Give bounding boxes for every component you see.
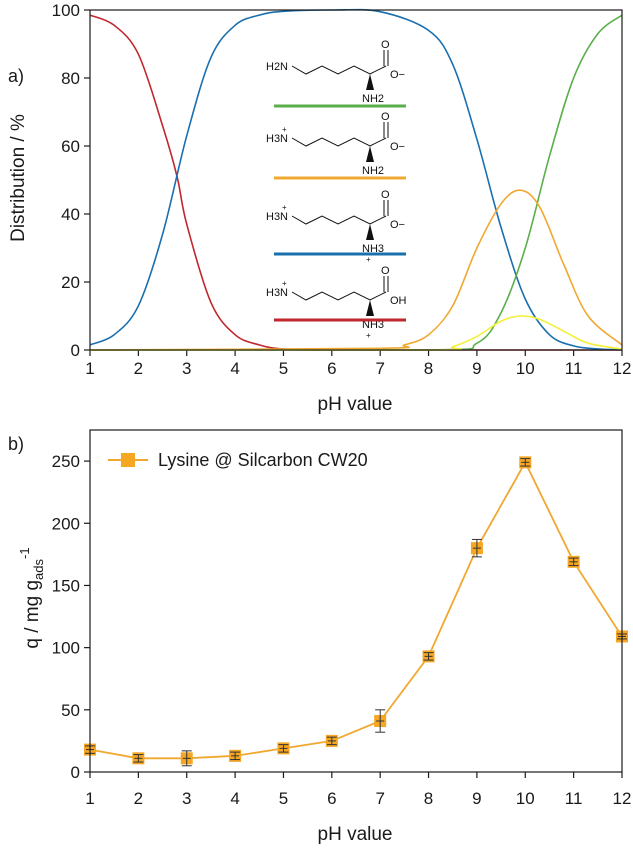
species-acid-end: OH: [390, 295, 407, 307]
species-blue: H3N+OO−NH3+: [266, 189, 406, 264]
panel-b-x-tick-label: 7: [375, 789, 384, 808]
panel-a-plot-frame: [89, 9, 623, 351]
species-amine-label: H3N: [266, 211, 288, 223]
panel-b-x-tick-label: 11: [565, 789, 583, 808]
species-wedge-bond: [366, 224, 374, 240]
panel-a-series-blue: [89, 8, 623, 351]
panel-a-x-tick-label: 7: [375, 359, 384, 378]
panel-b-legend-label: Lysine @ Silcarbon CW20: [158, 450, 368, 470]
panel-b-label: b): [8, 434, 24, 454]
panel-b-y-tick-label: 0: [71, 763, 80, 782]
panel-b-x-axis-title: pH value: [318, 824, 393, 845]
species-alpha-amine: NH2: [362, 93, 384, 105]
species-chain: [291, 65, 387, 75]
panel-a: a) Distribution / % pH value 1 2 3 4 5 6 7 8 9 10…: [8, 1, 631, 415]
panel-b: b) q / mg gads-1 pH value 1 2 3 4 5 6 7 8 9 10 11 1…: [8, 429, 632, 845]
panel-b-y-tick-label: 150: [52, 576, 80, 595]
panel-b-plot-frame: [89, 429, 623, 773]
panel-a-series-green: [90, 14, 623, 351]
panel-a-x-tick-label: 8: [424, 359, 433, 378]
panel-a-y-tick-label: 40: [61, 205, 80, 224]
panel-a-x-tick-label: 2: [134, 359, 143, 378]
panel-a-x-tick-label: 11: [565, 359, 583, 378]
panel-b-x-tick-label: 4: [230, 789, 239, 808]
species-alpha-amine: NH2: [362, 165, 384, 177]
panel-a-x-tick-label: 3: [182, 359, 191, 378]
panel-b-x-tick-label: 2: [134, 789, 143, 808]
species-amine-label: H3N: [266, 133, 288, 145]
species-carbonyl-o: O: [381, 189, 390, 201]
panel-b-series-line: [89, 460, 623, 760]
species-wedge-bond: [366, 146, 374, 162]
species-amine-charge: +: [282, 125, 287, 134]
species-chain: [291, 291, 387, 301]
species-carbonyl-o: O: [381, 265, 390, 277]
species-acid-end: O−: [390, 141, 405, 153]
panel-b-x-tick-label: 1: [85, 789, 94, 808]
panel-b-y-axis-title-sup: -1: [17, 547, 32, 559]
panel-b-y-axis-title-sub: ads: [31, 558, 46, 579]
panel-b-legend: Lysine @ Silcarbon CW20: [108, 450, 368, 470]
panel-a-x-tick-label: 1: [85, 359, 94, 378]
species-acid-end: O−: [390, 69, 405, 81]
species-amine-charge: +: [282, 203, 287, 212]
species-green: H2N O O− NH2: [266, 39, 406, 108]
panel-a-x-tick-label: 10: [516, 359, 535, 378]
species-chain: [291, 137, 387, 147]
panel-a-x-tick-label: 4: [230, 359, 239, 378]
species-alpha-charge: +: [366, 255, 371, 264]
species-alpha-amine: NH3: [362, 319, 384, 331]
species-wedge-bond: [366, 74, 374, 90]
panel-a-series-orange: [89, 189, 623, 351]
panel-b-x-tick-label: 12: [613, 789, 632, 808]
panel-a-y-tick-label: 0: [71, 341, 80, 360]
species-acid-end: O−: [390, 219, 405, 231]
panel-b-x-tick-label: 10: [516, 789, 535, 808]
species-alpha-charge: +: [366, 331, 371, 340]
panel-a-x-axis-title: pH value: [318, 394, 393, 415]
panel-b-x-tick-label: 5: [279, 789, 288, 808]
panel-b-legend-marker: [121, 453, 135, 467]
panel-b-y-tick-label: 200: [52, 514, 80, 533]
species-wedge-bond: [366, 300, 374, 316]
panel-a-x-tick-label: 9: [472, 359, 481, 378]
panel-b-x-tick-label: 6: [327, 789, 336, 808]
panel-a-y-tick-label: 80: [61, 69, 80, 88]
panel-b-y-axis-title-main: q / mg g: [22, 580, 43, 649]
panel-b-y-tick-label: 100: [52, 639, 80, 658]
panel-a-x-tick-label: 6: [327, 359, 336, 378]
species-alpha-amine: NH3: [362, 243, 384, 255]
panel-a-y-tick-label: 60: [61, 137, 80, 156]
panel-b-y-tick-label: 50: [61, 701, 80, 720]
panel-b-x-tick-label: 9: [472, 789, 481, 808]
panel-b-x-tick-label: 3: [182, 789, 191, 808]
species-amine-label: H3N: [266, 287, 288, 299]
species-carbonyl-o: O: [381, 111, 390, 123]
species-legend: H2NOO−NH2H3N+OO−NH2H3N+OO−NH3+H3N+OOHNH3…: [266, 39, 407, 340]
species-carbonyl-o: O: [381, 39, 390, 51]
species-orange: H3N+ O O− NH2: [266, 111, 406, 180]
panel-b-y-axis-title: q / mg gads-1: [17, 547, 46, 648]
panel-a-y-tick-label: 20: [61, 273, 80, 292]
panel-a-series: [89, 8, 623, 351]
panel-a-label: a): [8, 66, 24, 86]
panel-b-x-tick-label: 8: [424, 789, 433, 808]
species-amine-charge: +: [282, 279, 287, 288]
panel-b-series: [84, 456, 628, 767]
panel-a-y-tick-label: 100: [52, 1, 80, 20]
panel-a-x-tick-label: 12: [613, 359, 632, 378]
species-chain: [291, 215, 387, 225]
panel-b-y-tick-label: 250: [52, 452, 80, 471]
panel-a-y-axis-title: Distribution / %: [8, 114, 29, 242]
species-amine-label: H2N: [266, 61, 288, 73]
panel-a-x-tick-label: 5: [279, 359, 288, 378]
